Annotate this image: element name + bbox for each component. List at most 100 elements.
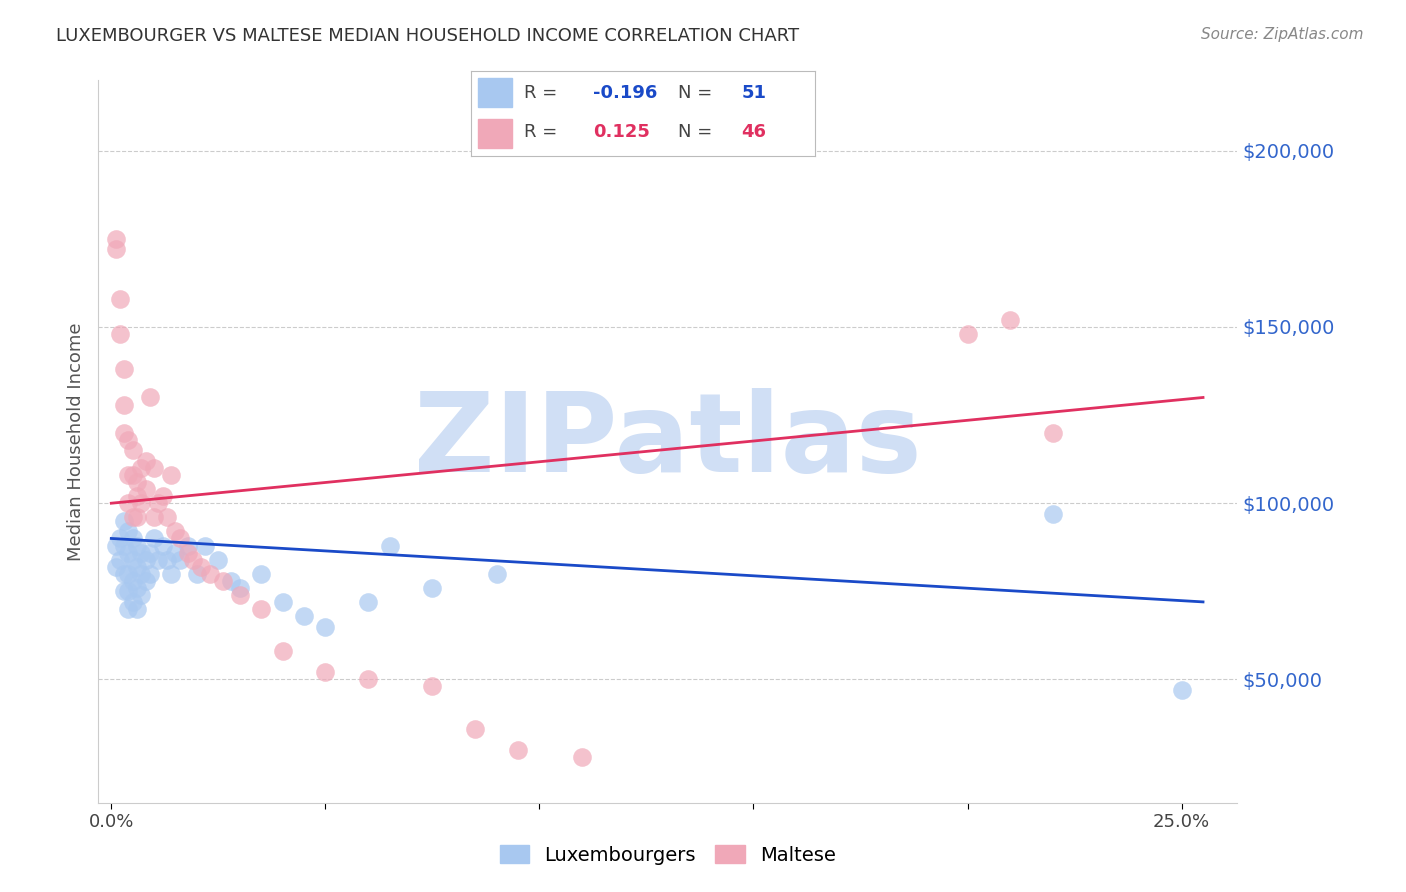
- Bar: [478, 119, 512, 147]
- Text: 46: 46: [741, 123, 766, 141]
- Point: [271, 595, 294, 609]
- Point: [422, 680, 444, 694]
- Point: [108, 292, 131, 306]
- Point: [228, 581, 250, 595]
- Point: [357, 673, 380, 687]
- Bar: [478, 78, 512, 107]
- Point: [139, 566, 162, 581]
- Point: [129, 566, 152, 581]
- Point: [160, 468, 183, 483]
- Point: [129, 461, 152, 475]
- Point: [125, 489, 148, 503]
- Point: [121, 532, 143, 546]
- Point: [271, 644, 294, 658]
- Point: [125, 475, 148, 489]
- Text: ZIPatlas: ZIPatlas: [413, 388, 922, 495]
- Point: [121, 443, 143, 458]
- Point: [148, 552, 170, 566]
- Point: [129, 496, 152, 510]
- Point: [104, 243, 127, 257]
- Point: [134, 574, 156, 588]
- Point: [129, 588, 152, 602]
- Point: [125, 602, 148, 616]
- Point: [117, 545, 139, 559]
- Point: [125, 559, 148, 574]
- Point: [108, 326, 131, 341]
- Point: [148, 496, 170, 510]
- Text: -0.196: -0.196: [593, 84, 658, 102]
- Point: [181, 552, 204, 566]
- Point: [121, 595, 143, 609]
- Point: [129, 545, 152, 559]
- Text: R =: R =: [524, 84, 564, 102]
- Point: [211, 574, 233, 588]
- Point: [125, 539, 148, 553]
- Point: [1042, 507, 1064, 521]
- Point: [228, 588, 250, 602]
- Point: [121, 552, 143, 566]
- Point: [139, 391, 162, 405]
- Text: 51: 51: [741, 84, 766, 102]
- Point: [139, 545, 162, 559]
- Point: [125, 581, 148, 595]
- Point: [485, 566, 508, 581]
- Point: [207, 552, 229, 566]
- Text: R =: R =: [524, 123, 564, 141]
- Point: [152, 489, 174, 503]
- Point: [112, 398, 135, 412]
- Point: [156, 552, 179, 566]
- Point: [112, 584, 135, 599]
- Point: [314, 619, 336, 633]
- Point: [117, 468, 139, 483]
- Point: [464, 722, 486, 736]
- Point: [186, 566, 208, 581]
- Point: [160, 566, 183, 581]
- Point: [506, 743, 529, 757]
- Text: 0.125: 0.125: [593, 123, 650, 141]
- Point: [1170, 683, 1192, 698]
- Point: [134, 454, 156, 468]
- Point: [956, 326, 979, 341]
- Text: N =: N =: [678, 84, 717, 102]
- Point: [117, 524, 139, 539]
- Point: [1000, 313, 1022, 327]
- Point: [108, 532, 131, 546]
- Point: [177, 539, 200, 553]
- Point: [165, 524, 187, 539]
- Point: [117, 433, 139, 447]
- Point: [571, 750, 593, 764]
- Point: [169, 532, 191, 546]
- Point: [143, 461, 166, 475]
- Point: [134, 482, 156, 496]
- Point: [117, 566, 139, 581]
- Point: [112, 539, 135, 553]
- Legend: Luxembourgers, Maltese: Luxembourgers, Maltese: [492, 838, 844, 872]
- Point: [125, 510, 148, 524]
- Point: [169, 552, 191, 566]
- Point: [117, 602, 139, 616]
- Text: Source: ZipAtlas.com: Source: ZipAtlas.com: [1201, 27, 1364, 42]
- Point: [194, 539, 217, 553]
- Point: [219, 574, 242, 588]
- Point: [1042, 425, 1064, 440]
- Point: [112, 514, 135, 528]
- Point: [108, 552, 131, 566]
- Point: [165, 545, 187, 559]
- Point: [117, 584, 139, 599]
- Text: N =: N =: [678, 123, 717, 141]
- Point: [104, 539, 127, 553]
- Point: [112, 566, 135, 581]
- Point: [190, 559, 212, 574]
- Point: [198, 566, 221, 581]
- Point: [143, 532, 166, 546]
- Text: LUXEMBOURGER VS MALTESE MEDIAN HOUSEHOLD INCOME CORRELATION CHART: LUXEMBOURGER VS MALTESE MEDIAN HOUSEHOLD…: [56, 27, 800, 45]
- Point: [121, 468, 143, 483]
- Point: [292, 609, 315, 624]
- Point: [250, 566, 273, 581]
- Point: [134, 552, 156, 566]
- Point: [121, 510, 143, 524]
- Point: [112, 362, 135, 376]
- Point: [121, 574, 143, 588]
- Point: [104, 559, 127, 574]
- Point: [152, 539, 174, 553]
